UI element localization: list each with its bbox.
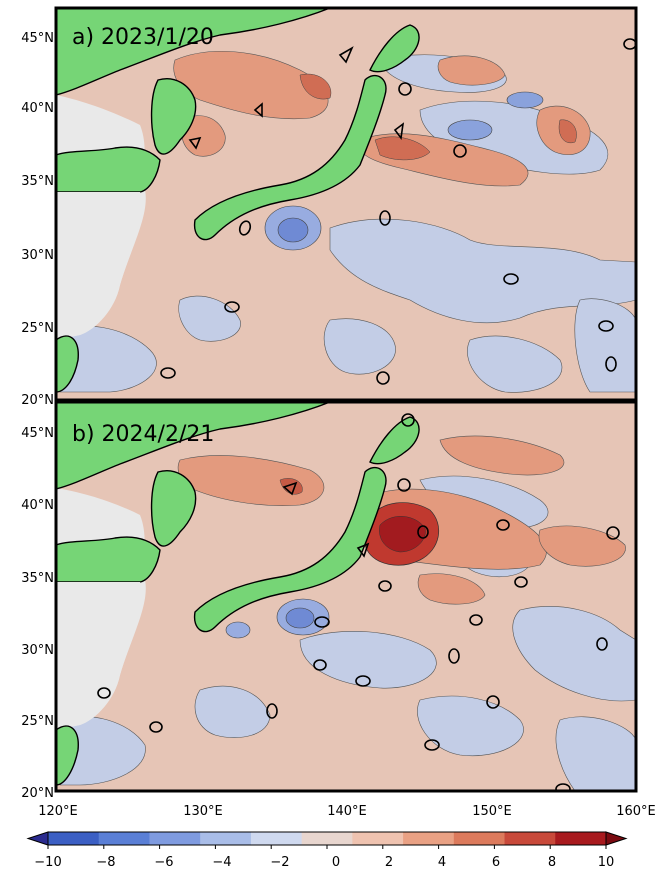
land: [56, 8, 420, 393]
y-axis-ticks-panel-b: 45°N 40°N 35°N 30°N 25°N 20°N: [21, 426, 54, 801]
panel-b: b) 2024/2/21: [54, 400, 638, 793]
colorbar-extend-min: [26, 831, 49, 846]
colorbar-tick-label: −8: [96, 855, 115, 870]
colorbar: [26, 831, 628, 849]
colorbar-tick-label: 0: [332, 855, 340, 870]
colorbar-segment: [555, 832, 607, 845]
x-tick-label: 140°E: [327, 804, 367, 819]
x-tick-label: 150°E: [472, 804, 512, 819]
colorbar-tick-label: −4: [212, 855, 231, 870]
colorbar-tick-label: −6: [154, 855, 173, 870]
y-tick-label: 20°N: [21, 786, 54, 801]
panel-a-frame: [54, 6, 638, 402]
y-tick-label: 35°N: [21, 174, 54, 189]
warm-core: [279, 478, 439, 566]
colorbar-segment: [504, 832, 556, 845]
y-tick-label: 35°N: [21, 571, 54, 586]
negative-anomaly-areas: [59, 475, 636, 791]
colorbar-tick-label: 8: [548, 855, 556, 870]
cold-eddy: [264, 91, 544, 251]
y-tick-label: 30°N: [21, 248, 54, 263]
colorbar-tick-label: 10: [598, 855, 615, 870]
colorbar-segment: [301, 832, 353, 845]
colorbar-extend-max: [605, 831, 628, 846]
panel-a-label: a) 2023/1/20: [72, 25, 214, 50]
colorbar-tick-label: 4: [438, 855, 446, 870]
colorbar-tick-label: −10: [34, 855, 61, 870]
colorbar-segment: [453, 832, 506, 845]
colorbar-segment: [250, 832, 303, 845]
colorbar-segment: [149, 832, 201, 845]
strong-positive-areas: [299, 73, 577, 161]
colorbar-segment: [48, 832, 100, 845]
colorbar-tick-label: 6: [492, 855, 500, 870]
eddy-contours: [160, 38, 636, 385]
y-tick-label: 40°N: [21, 498, 54, 513]
colorbar-tick-label: 2: [385, 855, 393, 870]
y-tick-label: 40°N: [21, 101, 54, 116]
y-tick-label: 25°N: [21, 714, 54, 729]
colorbar-segment: [352, 832, 404, 845]
y-tick-label: 25°N: [21, 321, 54, 336]
panel-b-frame: [54, 400, 638, 793]
panel-b-label: b) 2024/2/21: [72, 422, 214, 447]
y-tick-label: 20°N: [21, 393, 54, 408]
y-tick-label: 45°N: [21, 426, 54, 441]
x-tick-label: 130°E: [183, 804, 223, 819]
y-tick-label: 45°N: [21, 31, 54, 46]
eddy-contours: [97, 413, 620, 791]
y-tick-label: 30°N: [21, 643, 54, 658]
x-tick-label: 120°E: [38, 804, 78, 819]
positive-anomaly-areas: [173, 51, 591, 187]
colorbar-segment: [98, 832, 150, 845]
y-axis-ticks-panel-a: 45°N 40°N 35°N 30°N 25°N 20°N: [21, 31, 54, 408]
x-tick-label: 160°E: [616, 804, 656, 819]
colorbar-tick-label: −2: [270, 855, 289, 870]
x-axis-ticks: 120°E 130°E 140°E 150°E 160°E: [38, 804, 656, 819]
colorbar-segment: [200, 832, 252, 845]
land: [56, 402, 420, 786]
colorbar-segment: [403, 832, 455, 845]
panel-a: a) 2023/1/20: [54, 6, 638, 402]
colorbar-ticks: −10 −8 −6 −4 −2 0 2 4 6 8 10: [34, 855, 614, 870]
